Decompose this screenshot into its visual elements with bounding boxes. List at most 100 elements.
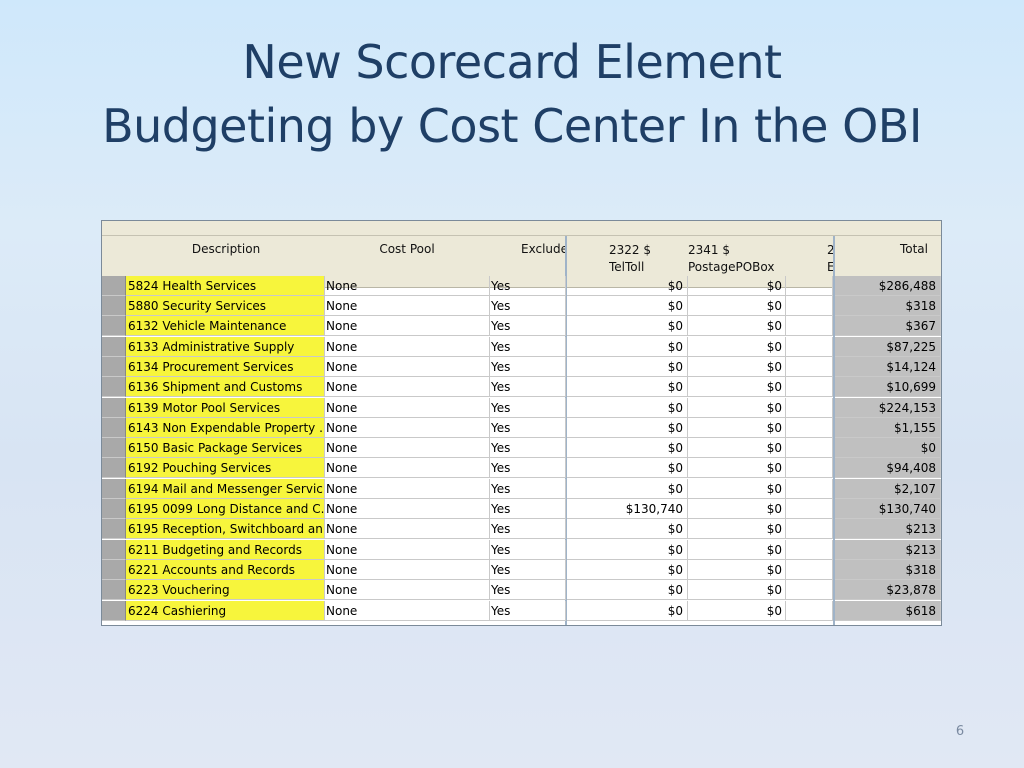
cell-2341[interactable]: $0 (688, 600, 786, 621)
table-row[interactable]: 5880 Security Services None Yes $0 $0 $318 (102, 296, 941, 316)
row-gutter[interactable] (102, 397, 126, 418)
cell-2322[interactable]: $0 (567, 478, 688, 499)
cell-2322[interactable]: $0 (567, 276, 688, 296)
cell-total[interactable]: $14,124 (835, 356, 941, 377)
cell-truncated[interactable] (786, 356, 833, 377)
cell-truncated[interactable] (786, 316, 833, 337)
cell-total[interactable]: $318 (835, 559, 941, 580)
table-row[interactable]: 6192 Pouching Services None Yes $0 $0 $94,408 (102, 458, 941, 479)
cell-2322[interactable]: $0 (567, 377, 688, 398)
cell-description[interactable]: 5824 Health Services (126, 276, 325, 296)
cell-exclude[interactable]: Yes (490, 316, 566, 337)
cell-2322[interactable]: $0 (567, 438, 688, 459)
cell-2341[interactable]: $0 (688, 499, 786, 519)
table-row[interactable]: 6136 Shipment and Customs None Yes $0 $0 $10,… (102, 377, 941, 398)
cell-truncated[interactable] (786, 559, 833, 580)
cell-description[interactable]: 6195 0099 Long Distance and C... (126, 499, 325, 519)
cell-2322[interactable]: $0 (567, 316, 688, 337)
cell-description[interactable]: 6224 Cashiering (126, 600, 325, 621)
table-row[interactable]: 6194 Mail and Messenger Servic... None Yes… (102, 478, 941, 499)
cell-2341[interactable]: $0 (688, 580, 786, 601)
cell-2341[interactable]: $0 (688, 458, 786, 479)
cell-description[interactable]: 6150 Basic Package Services (126, 438, 325, 459)
cell-description[interactable]: 6143 Non Expendable Property ... (126, 417, 325, 438)
cell-2322[interactable]: $130,740 (567, 499, 688, 519)
header-total[interactable]: Total (899, 242, 928, 256)
row-gutter[interactable] (102, 478, 126, 499)
cell-exclude[interactable]: Yes (490, 356, 566, 377)
table-row[interactable]: 6224 Cashiering None Yes $0 $0 $618 (102, 600, 941, 621)
cell-cost-pool[interactable]: None (325, 336, 490, 357)
table-row[interactable]: 6223 Vouchering None Yes $0 $0 $23,878 (102, 580, 941, 601)
cell-2341[interactable]: $0 (688, 377, 786, 398)
table-row[interactable]: 6195 0099 Long Distance and C... None Yes $… (102, 499, 941, 519)
cell-description[interactable]: 6194 Mail and Messenger Servic... (126, 478, 325, 499)
cell-cost-pool[interactable]: None (325, 499, 490, 519)
table-row[interactable]: 6134 Procurement Services None Yes $0 $0 $14,… (102, 356, 941, 377)
cell-truncated[interactable] (786, 499, 833, 519)
cell-exclude[interactable]: Yes (490, 438, 566, 459)
cell-truncated[interactable] (786, 458, 833, 479)
cell-2322[interactable]: $0 (567, 458, 688, 479)
cell-exclude[interactable]: Yes (490, 397, 566, 418)
cell-total[interactable]: $1,155 (835, 417, 941, 438)
frozen-pane-divider[interactable] (833, 236, 835, 625)
table-row[interactable]: 6150 Basic Package Services None Yes $0 $0 $0 (102, 438, 941, 459)
cell-2322[interactable]: $0 (567, 296, 688, 316)
cell-2341[interactable]: $0 (688, 478, 786, 499)
cell-truncated[interactable] (786, 519, 833, 540)
cell-exclude[interactable]: Yes (490, 377, 566, 398)
cell-exclude[interactable]: Yes (490, 559, 566, 580)
cell-exclude[interactable]: Yes (490, 499, 566, 519)
frozen-pane-divider[interactable] (565, 236, 567, 625)
cell-2322[interactable]: $0 (567, 600, 688, 621)
cell-cost-pool[interactable]: None (325, 296, 490, 316)
cell-total[interactable]: $318 (835, 296, 941, 316)
cell-description[interactable]: 6139 Motor Pool Services (126, 397, 325, 418)
cell-cost-pool[interactable]: None (325, 600, 490, 621)
row-gutter[interactable] (102, 417, 126, 438)
cell-exclude[interactable]: Yes (490, 458, 566, 479)
header-2322-teltoll[interactable]: 2322 $ TelToll (609, 242, 679, 276)
cell-total[interactable]: $286,488 (835, 276, 941, 296)
cell-truncated[interactable] (786, 417, 833, 438)
cell-2341[interactable]: $0 (688, 438, 786, 459)
cell-2341[interactable]: $0 (688, 316, 786, 337)
cell-truncated[interactable] (786, 336, 833, 357)
row-gutter[interactable] (102, 458, 126, 479)
cell-description[interactable]: 6192 Pouching Services (126, 458, 325, 479)
cell-cost-pool[interactable]: None (325, 458, 490, 479)
cell-exclude[interactable]: Yes (490, 580, 566, 601)
cell-2322[interactable]: $0 (567, 356, 688, 377)
cell-total[interactable]: $2,107 (835, 478, 941, 499)
cell-2341[interactable]: $0 (688, 336, 786, 357)
cell-2341[interactable]: $0 (688, 417, 786, 438)
row-gutter[interactable] (102, 580, 126, 601)
table-row[interactable]: 6132 Vehicle Maintenance None Yes $0 $0 $367 (102, 316, 941, 337)
cell-2341[interactable]: $0 (688, 276, 786, 296)
cell-2322[interactable]: $0 (567, 580, 688, 601)
table-row[interactable]: 6211 Budgeting and Records None Yes $0 $0 $21… (102, 539, 941, 560)
cell-total[interactable]: $0 (835, 438, 941, 459)
cell-description[interactable]: 6211 Budgeting and Records (126, 539, 325, 560)
cell-truncated[interactable] (786, 438, 833, 459)
header-cost-pool[interactable]: Cost Pool (379, 242, 435, 256)
cell-total[interactable]: $618 (835, 600, 941, 621)
cell-total[interactable]: $367 (835, 316, 941, 337)
cell-exclude[interactable]: Yes (490, 296, 566, 316)
cell-truncated[interactable] (786, 580, 833, 601)
row-gutter[interactable] (102, 356, 126, 377)
row-gutter[interactable] (102, 499, 126, 519)
cell-2341[interactable]: $0 (688, 296, 786, 316)
cell-exclude[interactable]: Yes (490, 478, 566, 499)
cell-total[interactable]: $213 (835, 539, 941, 560)
cell-total[interactable]: $130,740 (835, 499, 941, 519)
cell-cost-pool[interactable]: None (325, 539, 490, 560)
cell-total[interactable]: $94,408 (835, 458, 941, 479)
cell-cost-pool[interactable]: None (325, 580, 490, 601)
cell-description[interactable]: 6136 Shipment and Customs (126, 377, 325, 398)
table-row[interactable]: 6221 Accounts and Records None Yes $0 $0 $318 (102, 559, 941, 580)
cell-description[interactable]: 6132 Vehicle Maintenance (126, 316, 325, 337)
header-truncated-column[interactable]: 2 E (827, 242, 837, 276)
table-row-partial[interactable]: 5824 Health Services None Yes $0 $0 $286… (102, 276, 941, 307)
